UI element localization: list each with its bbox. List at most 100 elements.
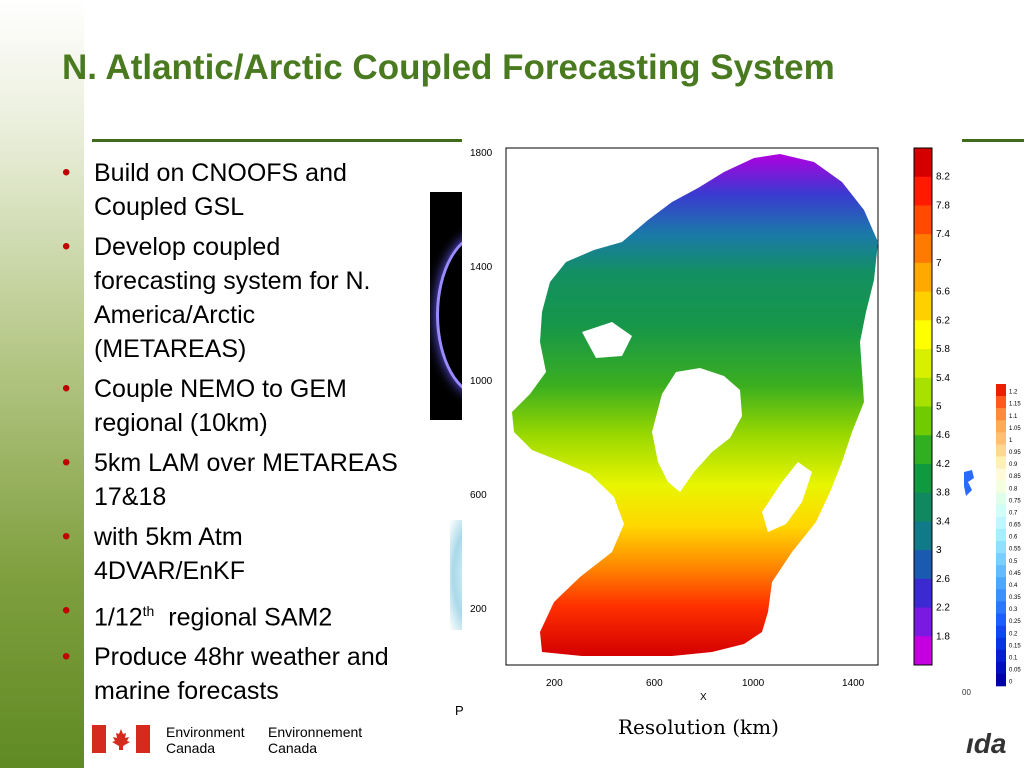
colorbar-label: 1.05: [1009, 426, 1021, 432]
colorbar-label: 8.2: [936, 172, 950, 183]
partial-map-fragment: [964, 470, 974, 496]
colorbar-label: 5.8: [936, 344, 950, 355]
greenland-landmass: [652, 368, 742, 492]
colorbar-swatch: [914, 320, 932, 350]
x-tick-label: 600: [646, 678, 663, 689]
colorbar-label: 0.85: [1009, 474, 1021, 480]
colorbar-swatch: [996, 384, 1006, 397]
second-colorbar: 1.2 1.15 1.1 1.05 1 0.95 0.9 0.85 0.8 0.75 0.7 0.65…: [996, 384, 1021, 687]
partial-tick-label: 00: [962, 688, 971, 697]
colorbar-swatch: [996, 432, 1006, 445]
colorbar-swatch: [996, 649, 1006, 663]
colorbar-label: 0.5: [1009, 559, 1018, 565]
colorbar-label: 0.8: [1009, 486, 1018, 492]
bullet-dot-icon: •: [62, 643, 71, 671]
colorbar-swatch: [996, 468, 1006, 481]
canada-wordmark-partial: ıda: [966, 728, 1007, 759]
colorbar-swatch: [996, 565, 1006, 578]
colorbar-swatch: [996, 589, 1006, 602]
colorbar-frame: [913, 147, 933, 666]
colorbar-swatch: [914, 521, 932, 551]
colorbar-swatch: [996, 480, 1006, 494]
colorbar-swatch: [914, 578, 932, 609]
partial-text: P: [455, 703, 464, 718]
colorbar-label: 0.05: [1009, 668, 1021, 674]
colorbar-swatch: [914, 148, 932, 178]
colorbar-swatch: [996, 661, 1006, 675]
colorbar-swatch: [914, 492, 932, 522]
colorbar-label: 3: [936, 545, 942, 556]
colorbar-label: 0.7: [1009, 510, 1018, 516]
x-tick-label: 1000: [742, 678, 765, 689]
colorbar-label: 7: [936, 258, 942, 269]
colorbar-swatch: [914, 463, 932, 494]
x-axis: 200 600 1000 1400 X: [546, 678, 865, 703]
colorbar-swatch: [996, 444, 1006, 457]
colorbar-label: 2.6: [936, 574, 950, 585]
colorbar-label: 7.8: [936, 200, 950, 211]
colorbar-swatch: [914, 435, 932, 465]
y-tick-label: 200: [470, 604, 487, 615]
colorbar-swatch: [914, 550, 932, 580]
colorbar-label: 4.6: [936, 430, 950, 441]
colorbar-swatch: [914, 205, 932, 235]
colorbar-swatch: [914, 607, 932, 637]
colorbar-label: 0.9: [1009, 462, 1018, 468]
colorbar-label: 1.8: [936, 631, 950, 642]
colorbar-swatch: [996, 516, 1006, 530]
colorbar-swatch: [996, 408, 1006, 421]
colorbar-swatch: [996, 637, 1006, 651]
colorbar-label: 0.15: [1009, 643, 1021, 649]
colorbar-swatch: [996, 420, 1006, 433]
bullet-dot-icon: •: [62, 159, 71, 186]
y-tick-label: 1800: [470, 148, 493, 159]
colorbar-label: 1.1: [1009, 414, 1018, 420]
colorbar-label: 5: [936, 402, 942, 413]
y-tick-label: 1400: [470, 262, 493, 273]
bullet-dot-icon: •: [62, 597, 71, 624]
figure-caption: Resolution (km): [618, 715, 779, 739]
bullet-item: • 5km LAM over METAREAS 17&18: [60, 446, 400, 514]
colorbar-label: 0.75: [1009, 498, 1021, 504]
colorbar-label: 6.6: [936, 287, 950, 298]
sidebar-gradient: [0, 0, 84, 768]
bullet-item: • 1/12th regional SAM2: [60, 594, 400, 634]
slide-title: N. Atlantic/Arctic Coupled Forecasting S…: [62, 48, 835, 87]
colorbar-label: 0.35: [1009, 595, 1021, 601]
colorbar-swatch: [996, 673, 1006, 687]
colorbar-label: 0.55: [1009, 547, 1021, 553]
colorbar-label: 1: [1009, 438, 1013, 444]
bullet-item: • Produce 48hr weather and marine forecas…: [60, 640, 400, 708]
colorbar-swatch: [996, 601, 1006, 614]
bullet-item: • with 5km Atm 4DVAR/EnKF: [60, 520, 400, 588]
colorbar-swatch: [996, 528, 1006, 542]
colorbar-swatch: [996, 577, 1006, 590]
department-name-french: Environnement Canada: [268, 724, 363, 756]
colorbar-swatch: [914, 406, 932, 436]
bullet-dot-icon: •: [62, 449, 71, 476]
bullet-dot-icon: •: [62, 523, 71, 550]
department-name-english: Environment Canada: [166, 724, 245, 756]
bullet-dot-icon: •: [62, 375, 71, 402]
y-tick-label: 1000: [470, 376, 493, 387]
colorbar-swatch: [996, 613, 1006, 626]
colorbar-swatch: [996, 625, 1006, 638]
y-tick-label: 600: [470, 490, 487, 501]
land-patch: [762, 462, 812, 532]
colorbar-label: 0.3: [1009, 607, 1018, 613]
colorbar-label: 0.6: [1009, 535, 1018, 541]
colorbar-label: 0.2: [1009, 631, 1018, 637]
y-axis: 1800 1400 1000 600 200: [470, 148, 493, 615]
colorbar-swatch: [914, 291, 932, 321]
canada-flag-icon: [92, 725, 150, 753]
colorbar-swatch: [914, 377, 932, 407]
bullet-item: • Develop coupled forecasting system for …: [60, 230, 400, 366]
colorbar-swatch: [996, 396, 1006, 409]
colorbar-swatch: [914, 234, 932, 264]
colorbar-label: 4.2: [936, 459, 950, 470]
colorbar-label: 0.1: [1009, 655, 1018, 661]
colorbar-label: 1.2: [1009, 390, 1018, 396]
colorbar-swatch: [914, 262, 932, 293]
land-patch: [582, 322, 632, 358]
colorbar-label: 0.45: [1009, 571, 1021, 577]
